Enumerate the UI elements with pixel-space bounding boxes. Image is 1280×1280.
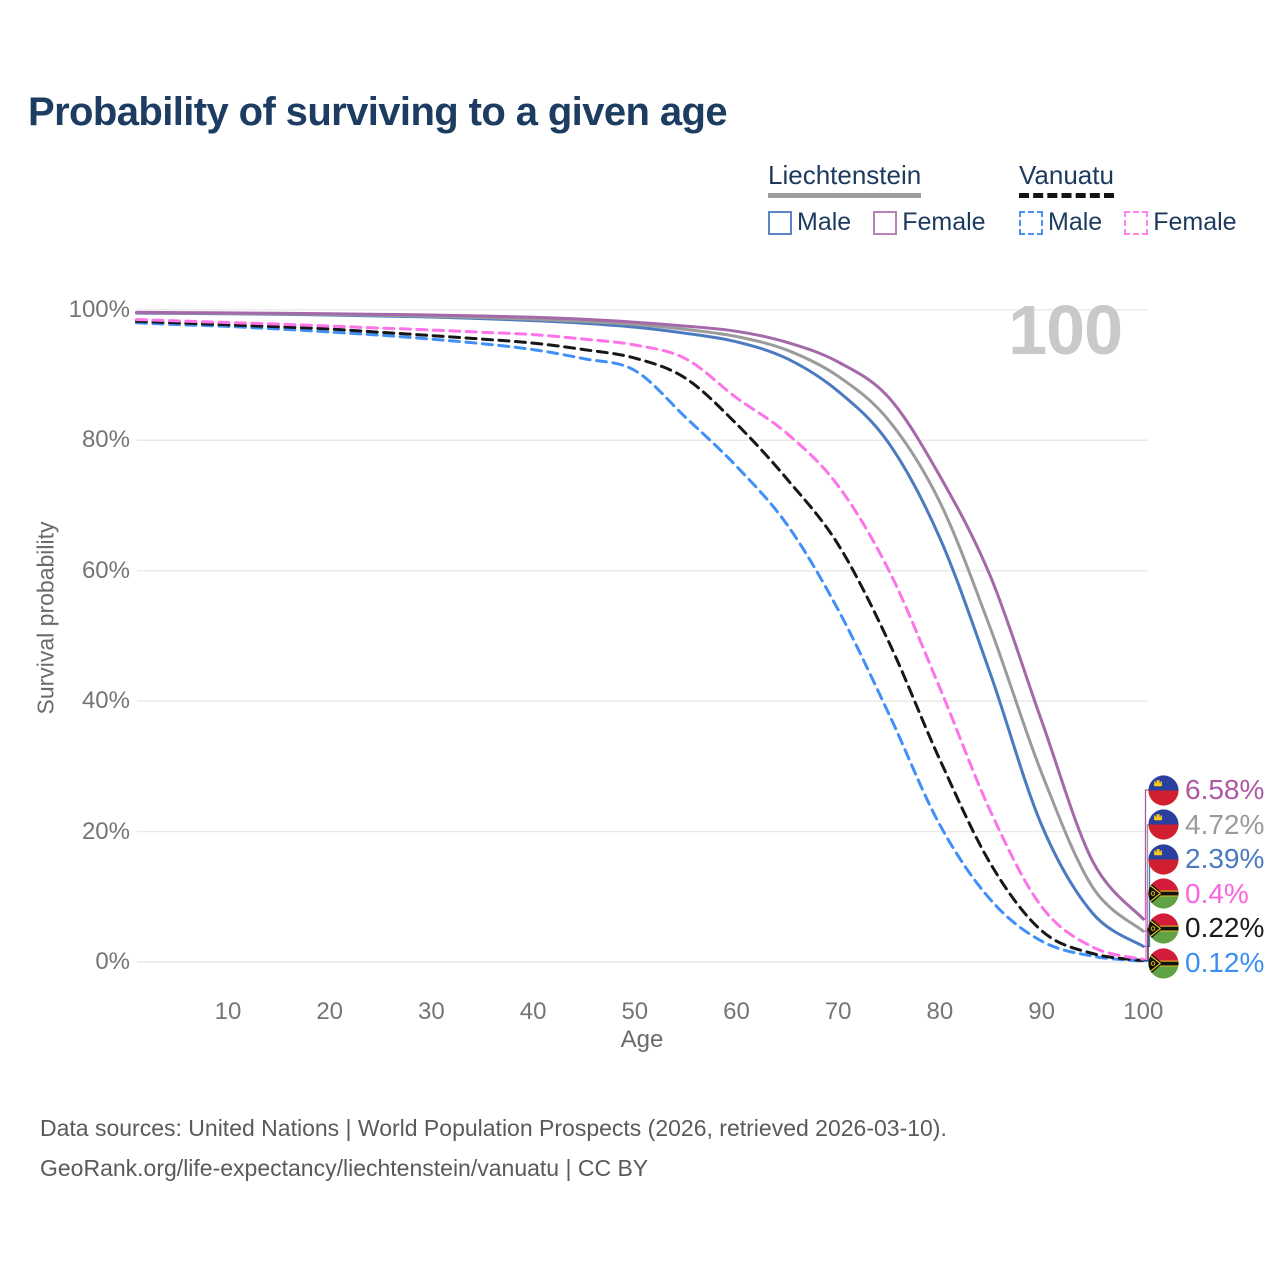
liechtenstein-flag-icon xyxy=(1148,844,1179,875)
end-label-liechtenstein-male: 2.39% xyxy=(1148,842,1264,876)
x-tick-label: 60 xyxy=(723,998,750,1025)
end-label-value: 6.58% xyxy=(1185,774,1265,805)
end-label-connector-liechtenstein-female xyxy=(1143,789,1150,920)
legend-label-vanuatu-female: Female xyxy=(1153,208,1237,236)
legend-swatch-vanuatu-female xyxy=(1124,210,1149,235)
legend-item-liechtenstein-female[interactable]: Female xyxy=(873,208,986,237)
vanuatu-flag xyxy=(1148,913,1179,944)
chart-footer: Data sources: United Nations | World Pop… xyxy=(40,1108,947,1188)
legend-country-liechtenstein[interactable]: Liechtenstein xyxy=(768,160,922,198)
legend-group-vanuatu: Vanuatu Male Female xyxy=(1019,160,1237,237)
legend-swatch-liechtenstein-female xyxy=(873,210,898,235)
legend-label-liechtenstein-female: Female xyxy=(902,208,986,236)
y-tick-label: 40% xyxy=(81,687,130,715)
y-tick-label: 0% xyxy=(95,948,130,975)
end-label-vanuatu-female: 0.4% xyxy=(1148,877,1249,911)
end-label-value: 4.72% xyxy=(1185,808,1265,840)
x-tick-label: 40 xyxy=(519,998,547,1025)
chart-title: Probability of surviving to a given age xyxy=(28,90,728,134)
end-label-liechtenstein-female: 6.58% xyxy=(1148,773,1264,807)
footer-data-sources: Data sources: United Nations | World Pop… xyxy=(40,1115,947,1141)
x-tick-label: 50 xyxy=(621,998,649,1025)
y-tick-label: 60% xyxy=(81,556,130,584)
y-tick-label: 20% xyxy=(81,817,130,845)
x-tick-label: 30 xyxy=(418,998,445,1025)
vanuatu-flag-icon xyxy=(1148,947,1179,979)
liechtenstein-flag xyxy=(1148,774,1179,806)
x-tick-label: 70 xyxy=(824,998,852,1025)
end-label-connector-vanuatu-female xyxy=(1143,893,1150,961)
end-label-value: 2.39% xyxy=(1185,843,1265,875)
x-axis-title: Age xyxy=(620,1026,664,1053)
legend-item-vanuatu-male[interactable]: Male xyxy=(1019,208,1102,237)
x-tick-label: 80 xyxy=(926,998,954,1025)
vanuatu-flag-icon xyxy=(1148,878,1179,909)
legend-label-liechtenstein-male: Male xyxy=(797,208,852,236)
end-label-value: 0.22% xyxy=(1185,912,1265,944)
x-tick-label: 20 xyxy=(316,998,344,1025)
vanuatu-flag xyxy=(1148,947,1179,979)
vanuatu-flag-icon xyxy=(1148,913,1179,944)
legend-label-vanuatu-male: Male xyxy=(1048,208,1103,236)
end-label-value: 0.4% xyxy=(1185,877,1249,909)
series-line-vanuatu-male[interactable] xyxy=(135,321,1145,963)
legend: Liechtenstein Male Female Vanuatu Male xyxy=(0,160,1280,240)
legend-item-vanuatu-female[interactable]: Female xyxy=(1124,208,1237,237)
y-tick-label: 100% xyxy=(68,295,130,323)
hover-age-indicator: 100 xyxy=(1008,291,1123,369)
y-tick-label: 80% xyxy=(81,426,130,454)
liechtenstein-flag xyxy=(1148,844,1179,875)
footer-attribution: GeoRank.org/life-expectancy/liechtenstei… xyxy=(40,1155,649,1181)
legend-swatch-liechtenstein-male xyxy=(768,210,792,235)
legend-country-vanuatu[interactable]: Vanuatu xyxy=(1019,160,1114,198)
x-tick-label: 90 xyxy=(1028,998,1055,1025)
y-axis-title: Survival probability xyxy=(32,521,59,715)
legend-swatch-vanuatu-male xyxy=(1019,210,1043,235)
end-label-value: 0.12% xyxy=(1185,947,1265,978)
end-label-vanuatu-total: 0.22% xyxy=(1148,911,1264,945)
series-line-vanuatu-female[interactable] xyxy=(135,318,1145,961)
legend-items-liechtenstein: Male Female xyxy=(768,208,986,237)
vanuatu-flag xyxy=(1148,878,1179,909)
liechtenstein-flag-icon xyxy=(1148,774,1179,806)
x-tick-label: 10 xyxy=(214,998,242,1025)
series-line-vanuatu-total[interactable] xyxy=(135,319,1145,963)
series-line-liechtenstein-female[interactable] xyxy=(135,310,1145,921)
series-line-liechtenstein-total[interactable] xyxy=(135,311,1145,933)
legend-items-vanuatu: Male Female xyxy=(1019,208,1237,237)
end-label-vanuatu-male: 0.12% xyxy=(1148,946,1264,980)
x-tick-label: 100 xyxy=(1123,998,1164,1025)
legend-group-liechtenstein: Liechtenstein Male Female xyxy=(768,160,986,237)
legend-item-liechtenstein-male[interactable]: Male xyxy=(768,208,851,237)
liechtenstein-flag xyxy=(1148,809,1179,840)
liechtenstein-flag-icon xyxy=(1148,809,1179,840)
end-label-liechtenstein-total: 4.72% xyxy=(1148,808,1264,842)
